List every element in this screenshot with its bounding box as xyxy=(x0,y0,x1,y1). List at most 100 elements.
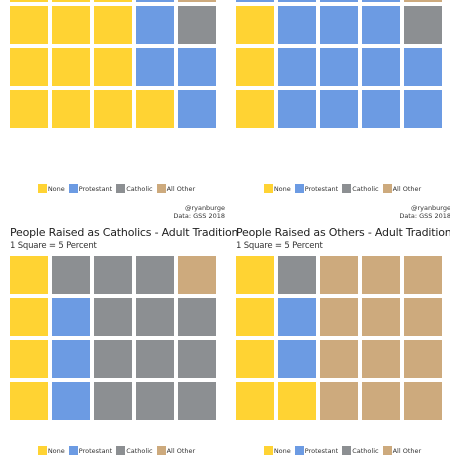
waffle-cell-catholic xyxy=(94,256,132,294)
waffle-cell-none xyxy=(236,340,274,378)
legend-swatch xyxy=(156,446,166,455)
waffle-cell-protestant xyxy=(278,48,316,86)
legend-swatch xyxy=(294,184,304,193)
credit-text: @ryanburge xyxy=(410,204,450,212)
legend-item: All Other xyxy=(156,446,195,455)
waffle-cell-all-other xyxy=(178,0,216,2)
waffle-cell-none xyxy=(94,48,132,86)
waffle-cell-protestant xyxy=(236,0,274,2)
legend-swatch xyxy=(68,184,78,193)
legend-label: Catholic xyxy=(352,446,379,455)
waffle-cell-catholic xyxy=(136,256,174,294)
legend-item: All Other xyxy=(156,184,196,193)
waffle-cell-catholic xyxy=(178,340,216,378)
waffle-cell-all-other xyxy=(404,256,442,294)
waffle-cell-catholic xyxy=(136,298,174,336)
waffle-cell-all-other xyxy=(404,340,442,378)
source-text: Data: GSS 2018 xyxy=(173,212,225,220)
waffle-cell-catholic xyxy=(178,6,216,44)
waffle-cell-all-other xyxy=(404,382,442,420)
waffle-cell-none xyxy=(94,0,132,2)
waffle-cell-protestant xyxy=(362,48,400,86)
waffle-cell-protestant xyxy=(362,0,400,2)
waffle-cell-all-other xyxy=(404,0,442,2)
waffle-cell-protestant xyxy=(320,0,358,2)
waffle-cell-none xyxy=(236,382,274,420)
legend-item: None xyxy=(263,184,291,193)
legend-item: Protestant xyxy=(294,446,338,455)
waffle-cell-all-other xyxy=(362,382,400,420)
legend-label: Protestant xyxy=(304,184,339,193)
chart-subtitle: 1 Square = 5 Percent xyxy=(10,241,97,251)
legend-swatch xyxy=(294,446,304,455)
waffle-cell-protestant xyxy=(178,48,216,86)
chart-title: People Raised as Others - Adult Traditio… xyxy=(236,226,450,239)
legend-swatch xyxy=(68,446,78,455)
legend-item: Protestant xyxy=(68,446,112,455)
waffle-cell-none xyxy=(52,90,90,128)
waffle-cell-protestant xyxy=(278,6,316,44)
waffle-cell-all-other xyxy=(320,298,358,336)
legend-swatch xyxy=(342,446,352,455)
waffle-cell-protestant xyxy=(136,6,174,44)
waffle-cell-protestant xyxy=(178,90,216,128)
waffle-cell-none xyxy=(10,0,48,2)
legend-label: None xyxy=(47,446,65,455)
legend-item: None xyxy=(37,184,65,193)
waffle-grid-3 xyxy=(10,256,220,424)
waffle-cell-all-other xyxy=(404,298,442,336)
waffle-cell-protestant xyxy=(278,0,316,2)
waffle-cell-none xyxy=(52,48,90,86)
waffle-cell-catholic xyxy=(94,382,132,420)
waffle-cell-none xyxy=(236,6,274,44)
waffle-grid-2 xyxy=(236,0,446,160)
waffle-cell-none xyxy=(10,298,48,336)
legend-item: Catholic xyxy=(342,446,379,455)
waffle-cell-protestant xyxy=(320,90,358,128)
waffle-cell-all-other xyxy=(320,256,358,294)
waffle-cell-catholic xyxy=(94,298,132,336)
legend-item: Protestant xyxy=(68,184,112,193)
waffle-cell-all-other xyxy=(362,298,400,336)
legend-label: All Other xyxy=(166,184,196,193)
waffle-cell-protestant xyxy=(362,6,400,44)
legend-swatch xyxy=(263,446,273,455)
waffle-cell-protestant xyxy=(52,382,90,420)
waffle-cell-none xyxy=(236,90,274,128)
waffle-cell-catholic xyxy=(94,340,132,378)
waffle-cell-protestant xyxy=(320,6,358,44)
legend-swatch xyxy=(342,184,352,193)
waffle-cell-catholic xyxy=(404,6,442,44)
waffle-grid-1 xyxy=(10,0,220,160)
source-text: Data: GSS 2018 xyxy=(399,212,450,220)
legend-swatch xyxy=(263,184,273,193)
waffle-cell-none xyxy=(10,382,48,420)
legend-item: Catholic xyxy=(342,184,379,193)
waffle-cell-protestant xyxy=(136,0,174,2)
waffle-cell-all-other xyxy=(320,382,358,420)
waffle-cell-none xyxy=(94,6,132,44)
waffle-cell-catholic xyxy=(278,256,316,294)
legend-label: All Other xyxy=(392,184,422,193)
waffle-cell-protestant xyxy=(362,90,400,128)
legend-label: All Other xyxy=(392,446,422,455)
waffle-cell-catholic xyxy=(178,382,216,420)
waffle-cell-protestant xyxy=(278,90,316,128)
waffle-cell-all-other xyxy=(362,340,400,378)
legend-swatch xyxy=(37,184,47,193)
legend-label: Catholic xyxy=(352,184,379,193)
waffle-cell-all-other xyxy=(320,340,358,378)
legend-item: Catholic xyxy=(116,446,153,455)
waffle-cell-catholic xyxy=(136,382,174,420)
waffle-cell-protestant xyxy=(52,298,90,336)
legend-swatch xyxy=(116,446,126,455)
legend-label: None xyxy=(273,184,291,193)
legend-item: Catholic xyxy=(116,184,153,193)
waffle-cell-catholic xyxy=(52,256,90,294)
waffle-cell-protestant xyxy=(320,48,358,86)
waffle-cell-none xyxy=(278,382,316,420)
legend-item: None xyxy=(37,446,65,455)
legend-label: None xyxy=(47,184,65,193)
chart-subtitle: 1 Square = 5 Percent xyxy=(236,241,323,251)
legend-swatch xyxy=(156,184,166,193)
